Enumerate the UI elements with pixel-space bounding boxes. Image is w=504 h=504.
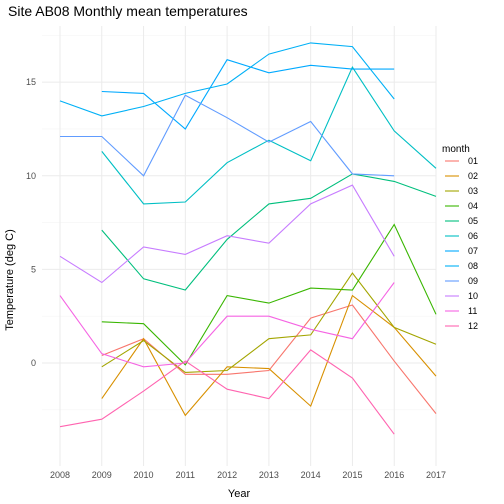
x-tick-label: 2013 (259, 470, 279, 480)
x-tick-label: 2016 (384, 470, 404, 480)
legend-label: 03 (468, 186, 478, 196)
legend-label: 09 (468, 276, 478, 286)
legend-label: 04 (468, 201, 478, 211)
axis-ticks: 0 5 10 15 2008 2009 2010 2011 2012 2013 2014 2015 20… (26, 77, 446, 480)
series-line-10 (59, 184, 395, 284)
series-line-04 (101, 223, 437, 366)
chart-grid (42, 26, 437, 466)
x-tick-label: 2011 (176, 470, 195, 480)
legend-label: 12 (468, 321, 478, 331)
legend-label: 02 (468, 171, 478, 181)
series-line-03 (101, 272, 437, 373)
series-line-02 (101, 294, 437, 417)
y-tick-label: 0 (31, 358, 36, 368)
series-line-07 (101, 59, 395, 130)
series-line-11 (59, 282, 395, 368)
x-tick-label: 2015 (342, 470, 362, 480)
legend-label: 06 (468, 231, 478, 241)
x-tick-label: 2008 (50, 470, 70, 480)
y-axis-title: Temperature (deg C) (4, 229, 16, 331)
legend-title: month (442, 144, 470, 155)
chart-title: Site AB08 Monthly mean temperatures (8, 3, 248, 19)
series-line-12 (59, 349, 395, 435)
legend-label: 01 (468, 156, 478, 166)
x-tick-label: 2010 (134, 470, 154, 480)
x-tick-label: 2017 (426, 470, 446, 480)
legend-label: 08 (468, 261, 478, 271)
x-axis-title: Year (228, 488, 251, 500)
x-tick-label: 2014 (301, 470, 321, 480)
legend-label: 10 (468, 291, 478, 301)
legend-label: 05 (468, 216, 478, 226)
x-tick-label: 2012 (217, 470, 237, 480)
series-line-09 (60, 94, 395, 177)
legend-label: 07 (468, 246, 478, 256)
y-tick-label: 10 (26, 171, 36, 181)
series-line-06 (101, 66, 437, 205)
series-line-05 (101, 173, 437, 291)
legend-label: 11 (468, 306, 477, 316)
y-tick-label: 15 (26, 77, 36, 87)
y-tick-label: 5 (31, 264, 36, 274)
chart-series (59, 42, 437, 435)
series-line-08 (59, 42, 395, 117)
chart-legend: month 01 02 03 04 05 06 07 08 09 10 11 12 (442, 144, 478, 331)
x-tick-label: 2009 (92, 470, 112, 480)
